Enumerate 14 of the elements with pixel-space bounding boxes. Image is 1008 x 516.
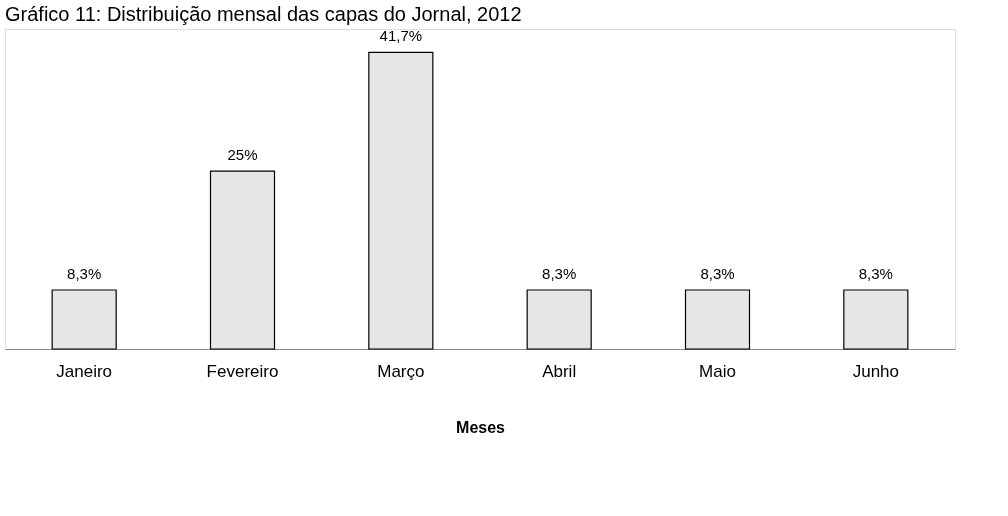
- x-tick-label: Fevereiro: [206, 361, 279, 381]
- data-label: 8,3%: [542, 264, 577, 282]
- x-tick-label: Janeiro: [56, 361, 113, 381]
- data-label: 8,3%: [858, 264, 893, 282]
- chart-title: Gráfico 11: Distribuição mensal das capas do Jornal, 2012: [5, 3, 522, 25]
- data-label: 41,7%: [379, 27, 423, 45]
- x-tick-label: Abril: [542, 361, 577, 381]
- x-axis-title: Meses: [456, 418, 506, 436]
- x-tick-label: Junho: [852, 361, 899, 381]
- data-label: 25%: [227, 146, 258, 164]
- x-tick-label: Maio: [699, 361, 736, 381]
- data-label: 8,3%: [67, 264, 102, 282]
- data-label: 8,3%: [700, 264, 735, 282]
- x-tick-label: Março: [377, 361, 425, 381]
